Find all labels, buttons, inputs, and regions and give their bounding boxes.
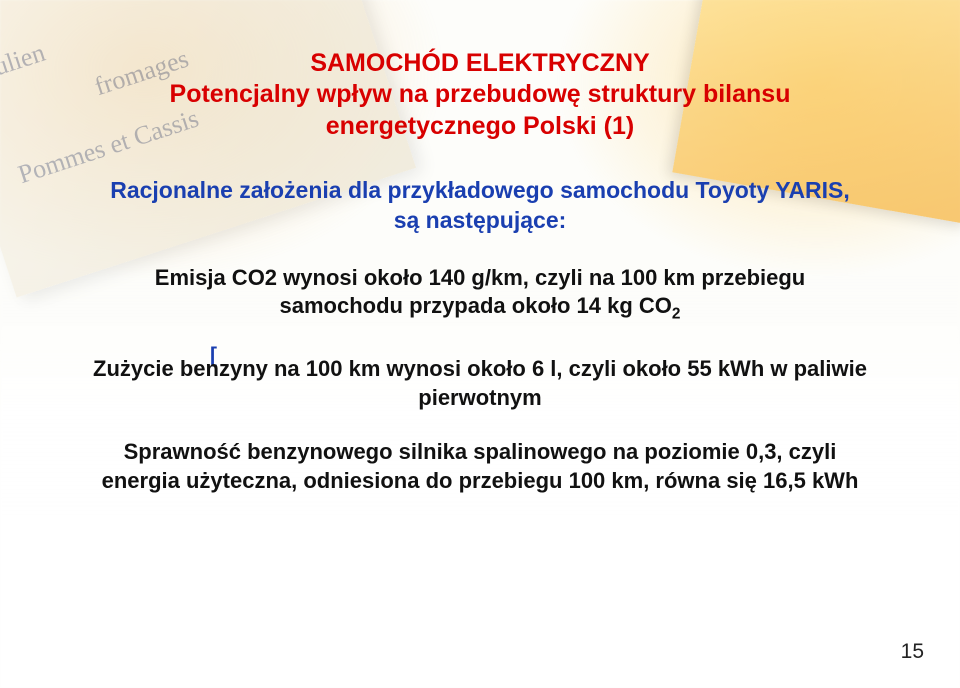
title-line: SAMOCHÓD ELEKTRYCZNY (310, 49, 649, 77)
paragraph-emissions: Emisja CO2 wynosi około 140 g/km, czyli … (90, 264, 870, 325)
lead-line: są następujące: (394, 207, 567, 233)
lead-line: Racjonalne założenia dla przykładowego s… (110, 177, 850, 203)
slide-content: SAMOCHÓD ELEKTRYCZNY Potencjalny wpływ n… (0, 0, 960, 495)
title-line: Potencjalny wpływ na przebudowę struktur… (170, 80, 791, 139)
paragraph-text: Emisja CO2 wynosi około 140 g/km, czyli … (155, 265, 805, 319)
slide-title: SAMOCHÓD ELEKTRYCZNY Potencjalny wpływ n… (90, 48, 870, 142)
paragraph-fuel: Zużycie benzyny na 100 km wynosi około 6… (90, 355, 870, 412)
lead-text: Racjonalne założenia dla przykładowego s… (90, 176, 870, 236)
paragraph-efficiency: Sprawność benzynowego silnika spalinoweg… (90, 438, 870, 495)
subscript: 2 (672, 306, 681, 323)
page-number: 15 (901, 640, 924, 664)
